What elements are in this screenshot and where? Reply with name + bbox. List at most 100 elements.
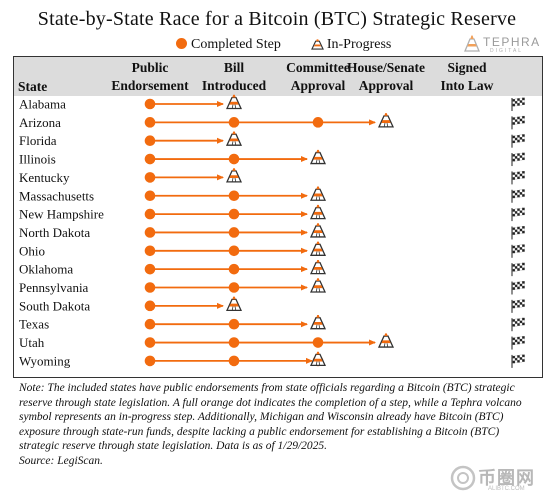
table-frame	[13, 56, 543, 378]
completed-dot-icon	[176, 38, 187, 49]
completed-dot-wyoming-public-endorsement	[144, 355, 156, 367]
column-header-bill-introduced-line2: Introduced	[202, 78, 267, 93]
column-header-bill-introduced-line1: Bill	[224, 60, 245, 75]
completed-dot-pennsylvania-bill-introduced	[228, 282, 240, 293]
watermark-text: 币圈网	[478, 468, 535, 489]
legend-completed-label: Completed Step	[191, 37, 281, 52]
completed-dot-illinois-bill-introduced	[228, 153, 240, 165]
legend-in-progress-label: In-Progress	[326, 37, 392, 52]
completed-dot-arizona-bill-introduced	[228, 117, 240, 128]
state-label-new-hampshire: New Hampshire	[19, 207, 104, 222]
state-label-utah: Utah	[19, 335, 45, 350]
footnote: Note: The included states have public en…	[19, 381, 539, 468]
volcano-icon-pennsylvania	[309, 278, 327, 293]
volcano-icon-wyoming	[309, 351, 327, 367]
column-header-committee-approval-line1: Committee	[286, 60, 350, 75]
completed-dot-texas-public-endorsement	[144, 318, 156, 330]
volcano-icon-utah	[377, 333, 395, 348]
progress-chart: Public Endorsement Bill Introduced Committee…	[19, 60, 525, 368]
state-label-ohio: Ohio	[19, 243, 45, 258]
completed-dot-north-dakota-bill-introduced	[228, 227, 240, 238]
state-label-illinois: Illinois	[19, 152, 56, 167]
completed-dot-utah-committee-approval	[312, 337, 324, 348]
completed-dot-north-dakota-public-endorsement	[144, 227, 156, 238]
checkered-flag-icon-illinois	[511, 152, 525, 167]
completed-dot-wyoming-bill-introduced	[228, 355, 240, 367]
completed-dot-massachusetts-public-endorsement	[144, 190, 156, 202]
checkered-flag-icon-ohio	[511, 244, 525, 258]
legend: Completed Step In-Progress	[176, 37, 391, 53]
checkered-flag-icon-new-hampshire	[511, 207, 525, 222]
checkered-flag-icon-florida	[511, 134, 525, 148]
tephra-logo-text: TEPHRA	[483, 35, 541, 49]
tephra-logo-icon	[464, 35, 480, 52]
state-label-kentucky: Kentucky	[19, 170, 70, 185]
volcano-icon-north-dakota	[309, 223, 327, 238]
state-label-north-dakota: North Dakota	[19, 225, 90, 240]
completed-dot-south-dakota-public-endorsement	[144, 300, 156, 312]
checkered-flag-icon-arizona	[511, 115, 525, 130]
checkered-flag-icon-pennsylvania	[511, 281, 525, 295]
state-label-oklahoma: Oklahoma	[19, 262, 73, 277]
volcano-icon-arizona	[377, 113, 395, 128]
completed-dot-new-hampshire-public-endorsement	[144, 208, 156, 220]
checkered-flag-icon-kentucky	[511, 170, 525, 185]
volcano-icon-alabama	[225, 94, 243, 110]
state-label-texas: Texas	[19, 317, 49, 332]
completed-dot-florida-public-endorsement	[144, 135, 156, 146]
checkered-flag-icon-south-dakota	[511, 299, 525, 313]
footnote-text: Note: The included states have public en…	[19, 382, 522, 452]
volcano-icon-ohio	[309, 241, 327, 256]
completed-dot-pennsylvania-public-endorsement	[144, 282, 156, 293]
completed-dot-utah-public-endorsement	[144, 337, 156, 348]
completed-dot-new-hampshire-bill-introduced	[228, 208, 240, 220]
completed-dot-oklahoma-bill-introduced	[228, 263, 240, 275]
completed-dot-ohio-public-endorsement	[144, 245, 156, 257]
completed-dot-massachusetts-bill-introduced	[228, 190, 240, 202]
state-label-florida: Florida	[19, 133, 57, 148]
column-header-house-senate-approval-line1: House/Senate	[347, 60, 425, 75]
completed-dot-texas-bill-introduced	[228, 318, 240, 330]
state-label-arizona: Arizona	[19, 115, 61, 130]
table-header-background	[14, 57, 542, 96]
checkered-flag-icon-oklahoma	[511, 262, 525, 277]
checkered-flag-icon-texas	[511, 317, 525, 332]
completed-dot-arizona-committee-approval	[312, 117, 324, 128]
checkered-flag-icon-alabama	[511, 97, 525, 111]
volcano-icon-new-hampshire	[309, 204, 327, 220]
volcano-icon-south-dakota	[225, 296, 243, 312]
tephra-logo-subtext: DIGITAL	[490, 48, 524, 54]
completed-dot-utah-bill-introduced	[228, 337, 240, 348]
volcano-icon-massachusetts	[309, 186, 327, 201]
state-label-alabama: Alabama	[19, 97, 66, 112]
completed-dot-kentucky-public-endorsement	[144, 172, 156, 183]
volcano-icon	[310, 39, 324, 50]
column-header-state: State	[18, 79, 48, 94]
column-header-committee-approval-line2: Approval	[291, 78, 346, 93]
completed-dot-alabama-public-endorsement	[144, 98, 156, 110]
tephra-logo: TEPHRA DIGITAL	[464, 33, 544, 55]
column-header-signed-into-law-line2: Into Law	[441, 78, 494, 93]
volcano-icon-kentucky	[225, 168, 243, 183]
state-label-wyoming: Wyoming	[19, 353, 71, 368]
source-text: Source: LegiScan.	[19, 454, 103, 467]
column-header-public-endorsement-line2: Endorsement	[111, 78, 189, 93]
completed-dot-oklahoma-public-endorsement	[144, 263, 156, 275]
state-label-south-dakota: South Dakota	[19, 298, 90, 313]
column-header-signed-into-law-line1: Signed	[447, 60, 487, 75]
volcano-icon-texas	[309, 315, 327, 330]
state-label-massachusetts: Massachusetts	[19, 188, 94, 203]
chart-title: State-by-State Race for a Bitcoin (BTC) …	[37, 8, 517, 30]
coin-icon	[450, 465, 476, 491]
volcano-icon-florida	[225, 131, 243, 146]
checkered-flag-icon-utah	[511, 336, 525, 350]
checkered-flag-icon-massachusetts	[511, 189, 525, 203]
completed-dot-illinois-public-endorsement	[144, 153, 156, 165]
completed-dot-ohio-bill-introduced	[228, 245, 240, 257]
watermark: 币圈网 ALIBTC.COM	[448, 464, 548, 494]
completed-dot-arizona-public-endorsement	[144, 117, 156, 128]
volcano-icon-oklahoma	[309, 259, 327, 275]
watermark-subtext: ALIBTC.COM	[488, 486, 525, 492]
state-label-pennsylvania: Pennsylvania	[19, 280, 89, 295]
column-header-public-endorsement-line1: Public	[132, 60, 169, 75]
